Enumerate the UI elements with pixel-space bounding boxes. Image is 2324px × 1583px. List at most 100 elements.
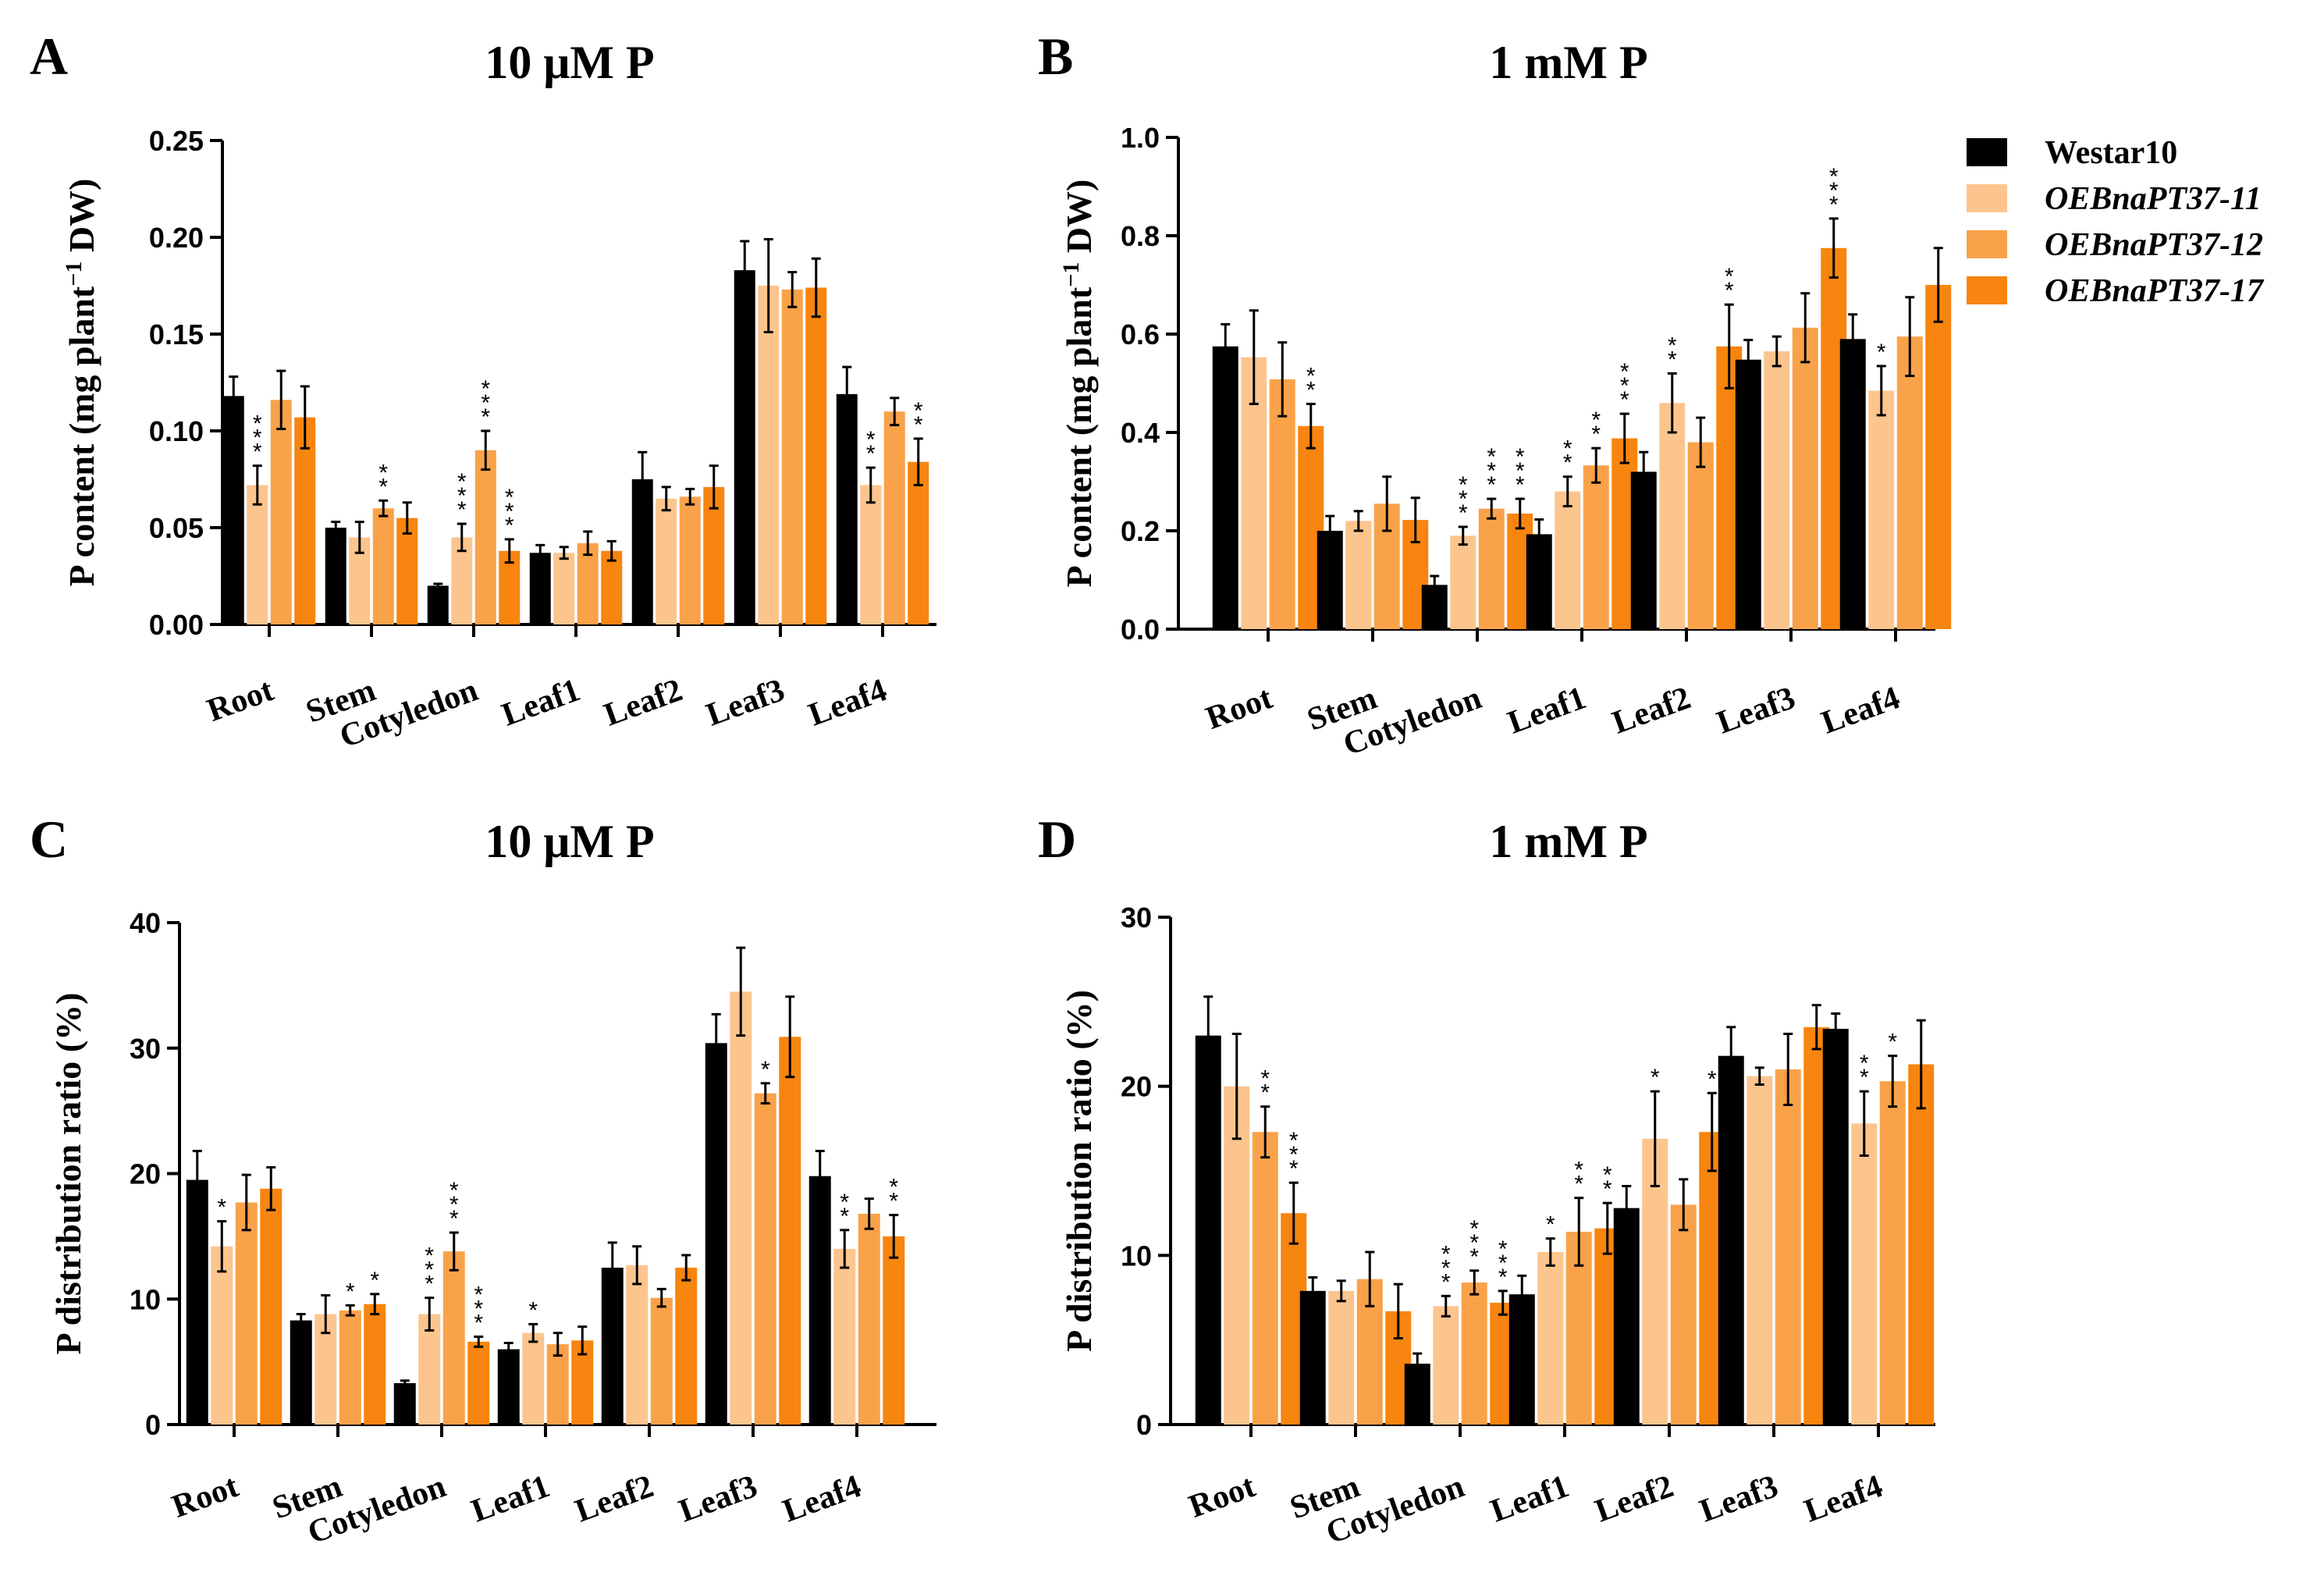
- significance-star: *: [1603, 1162, 1612, 1188]
- bar-oebnapt37-11-root: [211, 1246, 233, 1425]
- error-bar: [661, 486, 671, 512]
- significance-star: *: [1888, 1030, 1897, 1055]
- bar-oebnapt37-11-leaf4: [833, 1248, 856, 1425]
- significance-star: *: [1498, 1265, 1508, 1290]
- error-bar: [1410, 496, 1420, 543]
- bar-westar10-root: [1212, 346, 1238, 629]
- error-bar: [1306, 402, 1316, 450]
- legend-label: OEBnaPT37-12: [2045, 227, 2263, 263]
- error-bar: [1288, 1181, 1299, 1245]
- bar-oebnapt37-12-leaf2: [679, 496, 701, 624]
- significance-star: *: [1829, 164, 1839, 190]
- significance-star: *: [1516, 472, 1525, 498]
- significance-star: *: [425, 1272, 434, 1297]
- significance-star: *: [346, 1279, 355, 1304]
- error-bar: [840, 1229, 850, 1269]
- bar-westar10-leaf4: [808, 1176, 831, 1425]
- error-bar: [559, 546, 569, 560]
- x-tick-label: Root: [1202, 680, 1277, 737]
- error-bar: [1828, 217, 1839, 279]
- significance-star: *: [914, 412, 923, 438]
- error-bar: [345, 1304, 355, 1317]
- error-bar: [1696, 416, 1706, 468]
- chart-title: 10 μM P: [485, 37, 654, 88]
- error-bar: [217, 1220, 227, 1273]
- bar-oebnapt37-17-leaf4: [1908, 1064, 1935, 1425]
- error-bar: [1249, 309, 1259, 405]
- bar-oebnapt37-17-root: [260, 1188, 283, 1425]
- x-tick-label: Leaf3: [1695, 1468, 1782, 1529]
- chart-title: 10 μM P: [485, 816, 654, 867]
- error-bar: [1430, 575, 1440, 596]
- bar-oebnapt37-12-leaf3: [1792, 327, 1818, 629]
- bar-oebnapt37-17-leaf4: [1925, 285, 1952, 629]
- error-bar: [842, 365, 852, 423]
- x-tick-label: Leaf4: [1800, 1468, 1887, 1529]
- bar-oebnapt37-12-leaf3: [781, 289, 803, 624]
- error-bar: [1905, 296, 1915, 378]
- bar-oebnapt37-12-leaf4: [858, 1213, 880, 1425]
- x-tick-label: Leaf2: [599, 672, 687, 733]
- bar-westar10-leaf3: [1735, 359, 1761, 629]
- x-tick-label: Leaf2: [1590, 1468, 1678, 1529]
- error-bar: [1469, 1269, 1480, 1296]
- y-tick-label: 0.10: [149, 415, 204, 447]
- error-bar: [378, 499, 389, 518]
- significance-star: *: [425, 1258, 434, 1283]
- bar-oebnapt37-17-leaf2: [675, 1268, 698, 1425]
- bar-oebnapt37-17-cotyledon: [467, 1341, 490, 1425]
- significance-star: *: [450, 1192, 459, 1218]
- bar-oebnapt37-11-stem: [1328, 1290, 1355, 1425]
- legend-label: OEBnaPT37-11: [2045, 181, 2262, 217]
- legend-label: OEBnaPT37-17: [2045, 273, 2265, 309]
- bar-oebnapt37-17-leaf1: [601, 550, 623, 624]
- bar-oebnapt37-12-stem: [372, 508, 394, 624]
- significance-star: *: [457, 497, 467, 523]
- chart-title: 1 mM P: [1489, 816, 1647, 867]
- bar-westar10-leaf2: [1613, 1208, 1640, 1425]
- panel-letter: B: [1038, 27, 1073, 86]
- significance-star: *: [1487, 458, 1496, 484]
- y-tick-label: 0.2: [1121, 515, 1160, 547]
- y-tick-label: 10: [130, 1283, 161, 1315]
- significance-star: *: [1487, 444, 1496, 470]
- error-bar: [481, 429, 491, 471]
- chart-title: 1 mM P: [1489, 37, 1647, 88]
- y-tick-label: 0.6: [1121, 318, 1160, 350]
- error-bar: [606, 539, 617, 562]
- y-tick-label: 0.4: [1121, 417, 1160, 449]
- error-bar: [1498, 1290, 1508, 1316]
- error-bar: [1639, 450, 1649, 493]
- significance-star: *: [1441, 1241, 1451, 1267]
- significance-star: *: [1829, 178, 1839, 204]
- significance-star: *: [889, 1189, 898, 1215]
- significance-star: *: [1651, 1065, 1660, 1090]
- y-tick-label: 10: [1121, 1240, 1152, 1272]
- significance-star: *: [425, 1243, 434, 1269]
- error-bar: [1365, 1250, 1375, 1307]
- error-bar: [1534, 518, 1544, 550]
- error-bar: [711, 1012, 721, 1073]
- legend: Westar10 OEBnaPT37-11 OEBnaPT37-12 OEBnaPT3…: [1967, 135, 2265, 309]
- bar-oebnapt37-12-leaf4: [1879, 1081, 1906, 1425]
- significance-star: *: [1620, 387, 1629, 413]
- significance-star: *: [1877, 340, 1886, 365]
- error-bar: [1724, 303, 1734, 390]
- error-bar: [864, 1197, 874, 1230]
- significance-star: *: [253, 411, 262, 437]
- significance-star: *: [505, 499, 514, 525]
- bar-oebnapt37-12-cotyledon: [474, 450, 496, 624]
- significance-star: *: [474, 1282, 483, 1307]
- error-bar: [1811, 1004, 1821, 1051]
- error-bar: [241, 1173, 251, 1232]
- significance-star: *: [889, 1175, 898, 1201]
- error-bar: [1441, 1294, 1451, 1318]
- significance-star: *: [457, 469, 467, 495]
- significance-star: *: [761, 1057, 770, 1083]
- bar-oebnapt37-12-leaf2: [1670, 1204, 1697, 1425]
- error-bar: [1231, 1033, 1242, 1140]
- bar-oebnapt37-11-leaf2: [656, 498, 677, 624]
- error-bar: [890, 397, 900, 427]
- x-tick-label: Leaf2: [570, 1468, 658, 1529]
- legend-swatch: [1967, 138, 2007, 166]
